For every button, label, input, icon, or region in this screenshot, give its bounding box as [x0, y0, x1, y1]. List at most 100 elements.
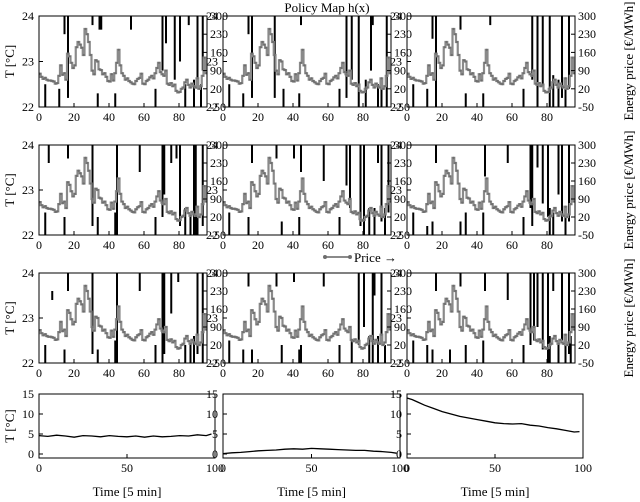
price-point-64 — [517, 332, 520, 335]
price-point-72 — [163, 203, 166, 206]
price-point-54 — [315, 82, 318, 85]
x-tick-label: 40 — [471, 366, 483, 380]
policy-cell-8 — [300, 145, 302, 172]
price-point-38 — [103, 200, 106, 203]
price-point-36 — [284, 325, 287, 328]
price-point-77 — [539, 213, 543, 216]
price-point-37 — [469, 73, 473, 76]
price-point-5 — [229, 334, 233, 338]
policy-cell-19 — [561, 145, 563, 222]
price-point-13 — [243, 64, 247, 67]
price-point-12 — [426, 331, 429, 334]
price-point-81 — [178, 90, 182, 94]
price-point-79 — [543, 345, 546, 349]
price-point-22 — [259, 174, 262, 177]
price-point-45 — [115, 190, 119, 193]
price-point-51 — [494, 333, 497, 336]
price-point-10 — [238, 338, 241, 341]
price-point-81 — [178, 346, 182, 350]
price-point-62 — [145, 79, 148, 83]
price-point-68 — [524, 195, 527, 198]
price-point-72 — [531, 203, 534, 206]
price-point-36 — [100, 68, 103, 72]
price-point-86 — [555, 83, 558, 86]
y2-tick-label: 160 — [578, 45, 596, 59]
y2-tick-label: -50 — [394, 228, 410, 242]
price-point-78 — [357, 83, 360, 86]
price-point-43 — [296, 79, 299, 82]
price-point-81 — [546, 218, 550, 222]
price-point-54 — [499, 210, 502, 213]
price-point-6 — [231, 79, 234, 82]
price-point-76 — [538, 338, 541, 341]
policy-cell-6 — [282, 88, 285, 107]
price-point-81 — [362, 218, 366, 222]
price-point-33 — [94, 315, 98, 318]
price-point-92 — [198, 215, 201, 219]
price-point-40 — [107, 336, 110, 339]
price-point-82 — [364, 87, 367, 90]
price-point-46 — [117, 177, 120, 180]
price-point-58 — [138, 76, 141, 79]
x-tick-label: 60 — [322, 110, 334, 124]
price-point-43 — [480, 207, 483, 210]
price-point-44 — [298, 328, 301, 331]
policy-cell-15 — [179, 16, 181, 62]
price-point-80 — [361, 347, 364, 350]
price-point-68 — [156, 195, 159, 198]
price-point-37 — [285, 73, 289, 76]
policy-cell-3 — [63, 349, 66, 363]
price-point-45 — [299, 318, 303, 321]
price-point-47 — [303, 320, 306, 323]
x-tick-label: 50 — [121, 461, 133, 475]
price-point-55 — [133, 211, 136, 214]
price-point-67 — [154, 72, 157, 75]
price-point-33 — [462, 187, 466, 190]
price-point-39 — [105, 204, 108, 207]
price-point-32 — [461, 329, 464, 332]
policy-cell-18 — [196, 273, 199, 354]
x-axis-label: Time [5 min] — [461, 484, 530, 499]
y2-tick-label: -50 — [394, 356, 410, 370]
price-point-25 — [264, 175, 268, 178]
y2-tick-label: 230 — [578, 27, 596, 41]
price-point-65 — [150, 74, 154, 77]
price-point-51 — [310, 205, 313, 208]
price-point-25 — [448, 46, 452, 49]
price-point-70 — [527, 71, 530, 74]
price-point-60 — [326, 210, 329, 213]
price-point-23 — [445, 297, 448, 300]
price-point-8 — [235, 336, 238, 339]
price-point-29 — [87, 169, 91, 172]
price-point-92 — [566, 215, 569, 219]
price-point-28 — [86, 289, 89, 293]
price-point-94 — [385, 203, 388, 206]
price-point-13 — [243, 192, 247, 195]
price-point-48 — [305, 72, 308, 75]
price-point-7 — [233, 79, 236, 82]
price-point-81 — [546, 90, 550, 94]
price-point-72 — [347, 74, 350, 77]
price-point-39 — [289, 332, 292, 335]
price-point-85 — [369, 334, 373, 338]
x-tick-label: 60 — [322, 366, 334, 380]
y2-tick-label: 230 — [394, 284, 412, 298]
price-point-40 — [475, 208, 478, 211]
price-point-83 — [182, 86, 185, 89]
price-point-35 — [98, 68, 101, 71]
price-point-94 — [201, 74, 204, 77]
y-tick-label: 23 — [22, 55, 34, 69]
policy-cell-20 — [561, 273, 563, 341]
price-point-39 — [473, 332, 476, 335]
policy-cell-1 — [228, 212, 231, 235]
y-tick-label: 10 — [390, 407, 402, 421]
y-tick-label: 0 — [396, 447, 402, 461]
policy-cell-13 — [165, 16, 167, 44]
y-tick-label: 24 — [390, 138, 402, 152]
policy-cell-7 — [298, 93, 301, 107]
price-point-3 — [410, 77, 413, 81]
y-tick-label: 24 — [206, 9, 218, 23]
price-point-38 — [103, 72, 106, 75]
price-point-60 — [326, 338, 329, 341]
price-point-17 — [434, 52, 438, 55]
